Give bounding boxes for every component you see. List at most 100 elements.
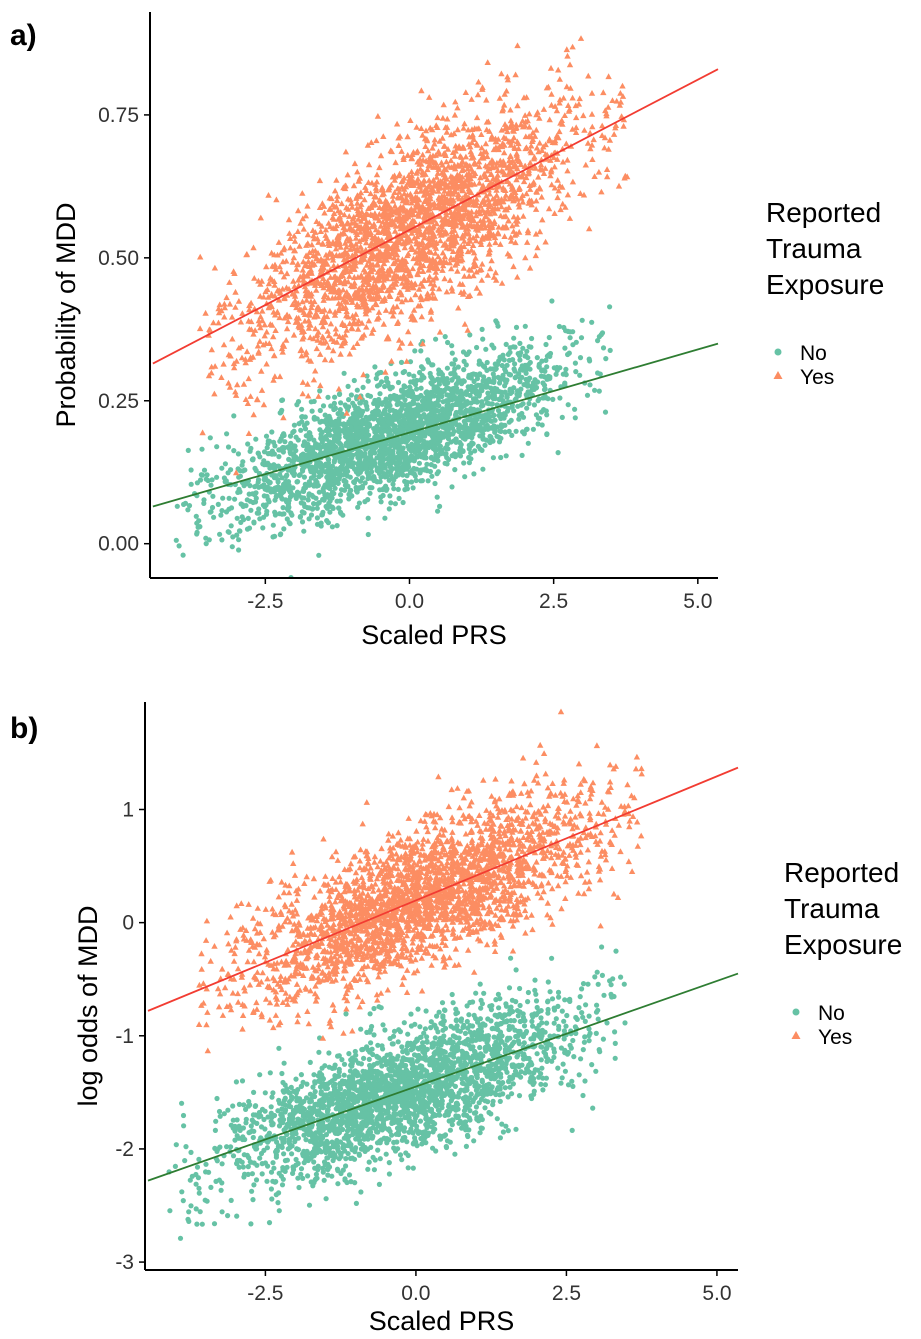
data-point [337, 391, 343, 397]
data-point [479, 84, 486, 90]
data-point [285, 467, 291, 473]
data-point [344, 457, 350, 463]
data-point [577, 35, 585, 41]
data-point [510, 263, 517, 270]
data-point [367, 414, 373, 420]
data-point [348, 392, 354, 398]
data-point [270, 522, 276, 528]
data-point [472, 448, 478, 454]
data-point [327, 320, 335, 327]
data-point [263, 263, 270, 270]
data-point [517, 357, 523, 363]
data-point [421, 375, 427, 381]
data-point [318, 472, 324, 478]
data-point [298, 346, 305, 352]
data-point [219, 537, 225, 543]
data-point [491, 378, 497, 384]
data-point [510, 228, 517, 234]
data-point [522, 254, 529, 261]
data-point [301, 423, 307, 429]
data-point [301, 528, 307, 534]
data-point [233, 357, 240, 364]
data-point [279, 496, 285, 502]
data-point [473, 114, 481, 121]
data-point [569, 94, 576, 101]
data-point [173, 537, 179, 543]
data-point [345, 383, 351, 389]
data-point [471, 471, 477, 477]
data-point [431, 401, 437, 407]
data-point [546, 352, 552, 358]
data-point [245, 441, 251, 447]
data-point [506, 371, 512, 377]
data-point [257, 516, 263, 522]
data-point [272, 464, 278, 470]
data-point [432, 480, 438, 487]
data-point [472, 254, 479, 261]
data-point [231, 413, 237, 419]
data-point [365, 497, 371, 503]
data-point [506, 428, 512, 434]
data-point [509, 432, 515, 438]
data-point [524, 380, 530, 387]
data-point [387, 464, 393, 470]
data-point [556, 128, 563, 135]
data-point [283, 337, 290, 343]
data-point [407, 340, 414, 346]
data-point [210, 493, 216, 499]
data-point [462, 474, 468, 480]
data-point [188, 481, 194, 487]
data-point [492, 366, 498, 372]
data-point [535, 398, 541, 404]
data-point [498, 454, 504, 461]
data-point [279, 511, 285, 517]
data-point [253, 483, 259, 489]
data-point [220, 341, 228, 348]
data-point [351, 479, 357, 485]
data-point [586, 225, 593, 232]
data-point [541, 387, 548, 393]
data-point [346, 350, 353, 357]
data-point [513, 176, 520, 183]
data-point [336, 476, 342, 482]
data-point [424, 441, 430, 447]
data-point [451, 428, 457, 434]
data-point [402, 368, 408, 375]
data-point [387, 147, 394, 154]
data-point [620, 122, 627, 129]
data-point [232, 288, 239, 295]
data-point [619, 82, 626, 89]
data-point [387, 403, 393, 409]
data-point [587, 382, 593, 388]
data-point [288, 451, 294, 457]
data-point [511, 408, 517, 414]
data-point [343, 434, 349, 440]
data-point [517, 379, 523, 385]
data-point [322, 412, 328, 418]
data-point [271, 352, 278, 359]
data-point [273, 196, 280, 203]
data-point [503, 453, 509, 459]
data-point [521, 431, 527, 437]
data-point [245, 375, 252, 382]
data-point [281, 526, 287, 532]
data-point [577, 355, 584, 361]
data-point [462, 89, 469, 95]
data-point [407, 435, 413, 441]
data-point [210, 319, 217, 326]
data-point [532, 230, 540, 237]
data-point [496, 389, 502, 395]
data-point [437, 413, 443, 419]
data-point [514, 42, 521, 49]
data-point [460, 396, 466, 402]
data-point [378, 442, 385, 448]
data-point [386, 477, 392, 483]
data-point [247, 448, 253, 454]
data-point [418, 87, 425, 94]
data-point [401, 467, 407, 473]
data-point [351, 279, 358, 286]
data-point [453, 422, 460, 428]
data-point [336, 467, 342, 473]
data-point [358, 319, 366, 326]
data-point [346, 430, 352, 436]
